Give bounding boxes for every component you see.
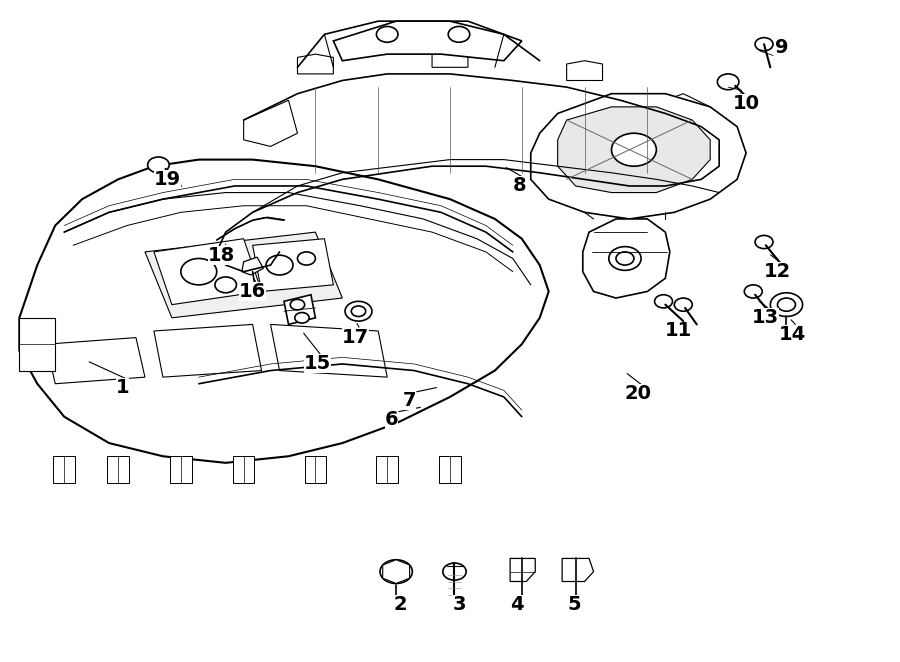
Polygon shape <box>531 94 746 219</box>
Text: 7: 7 <box>403 391 417 410</box>
Polygon shape <box>562 559 594 581</box>
Text: 15: 15 <box>303 354 331 373</box>
Polygon shape <box>439 456 461 483</box>
Circle shape <box>770 293 803 316</box>
Circle shape <box>674 298 692 311</box>
Polygon shape <box>154 324 262 377</box>
Text: 3: 3 <box>452 595 465 614</box>
Polygon shape <box>567 61 602 81</box>
Polygon shape <box>233 456 255 483</box>
Text: 9: 9 <box>775 38 788 57</box>
Text: 8: 8 <box>513 177 526 195</box>
Polygon shape <box>19 160 549 463</box>
Circle shape <box>351 306 365 316</box>
Circle shape <box>295 312 309 323</box>
Polygon shape <box>333 21 522 61</box>
Polygon shape <box>242 257 264 275</box>
Circle shape <box>654 295 672 308</box>
Text: 4: 4 <box>510 595 524 614</box>
Polygon shape <box>558 107 710 193</box>
Polygon shape <box>53 456 75 483</box>
Circle shape <box>717 74 739 90</box>
Polygon shape <box>145 232 342 318</box>
Text: 10: 10 <box>733 94 760 113</box>
Polygon shape <box>154 239 262 305</box>
Polygon shape <box>170 456 192 483</box>
Polygon shape <box>382 560 410 583</box>
Polygon shape <box>253 239 333 291</box>
Text: 1: 1 <box>116 377 130 397</box>
Text: 11: 11 <box>665 322 692 340</box>
Circle shape <box>755 236 773 249</box>
Text: 14: 14 <box>779 325 806 344</box>
Polygon shape <box>432 48 468 68</box>
Text: 17: 17 <box>342 328 369 347</box>
Circle shape <box>448 26 470 42</box>
Circle shape <box>298 252 315 265</box>
Polygon shape <box>510 559 536 581</box>
Circle shape <box>181 258 217 285</box>
Circle shape <box>778 298 796 311</box>
Circle shape <box>443 563 466 580</box>
Circle shape <box>380 560 412 583</box>
Polygon shape <box>583 219 670 298</box>
Text: 13: 13 <box>752 308 779 327</box>
Circle shape <box>616 252 634 265</box>
Polygon shape <box>244 100 298 146</box>
Text: 12: 12 <box>764 262 791 281</box>
Polygon shape <box>298 54 333 74</box>
Circle shape <box>376 26 398 42</box>
Polygon shape <box>376 456 398 483</box>
Polygon shape <box>46 338 145 384</box>
Circle shape <box>744 285 762 298</box>
Polygon shape <box>629 94 719 160</box>
Polygon shape <box>271 324 387 377</box>
Circle shape <box>266 255 293 275</box>
Text: 2: 2 <box>394 595 408 614</box>
Polygon shape <box>19 318 55 371</box>
Polygon shape <box>284 295 315 324</box>
Polygon shape <box>304 456 326 483</box>
Text: 16: 16 <box>239 282 266 301</box>
Circle shape <box>608 247 641 270</box>
Text: 6: 6 <box>385 410 399 430</box>
Text: 20: 20 <box>625 384 652 403</box>
Circle shape <box>755 38 773 51</box>
Circle shape <box>148 157 169 173</box>
Text: 5: 5 <box>567 595 580 614</box>
Circle shape <box>345 301 372 321</box>
Text: 19: 19 <box>154 170 181 189</box>
Circle shape <box>215 277 237 293</box>
Polygon shape <box>107 456 129 483</box>
Circle shape <box>291 299 304 310</box>
Text: 18: 18 <box>208 246 235 265</box>
Circle shape <box>611 133 656 166</box>
